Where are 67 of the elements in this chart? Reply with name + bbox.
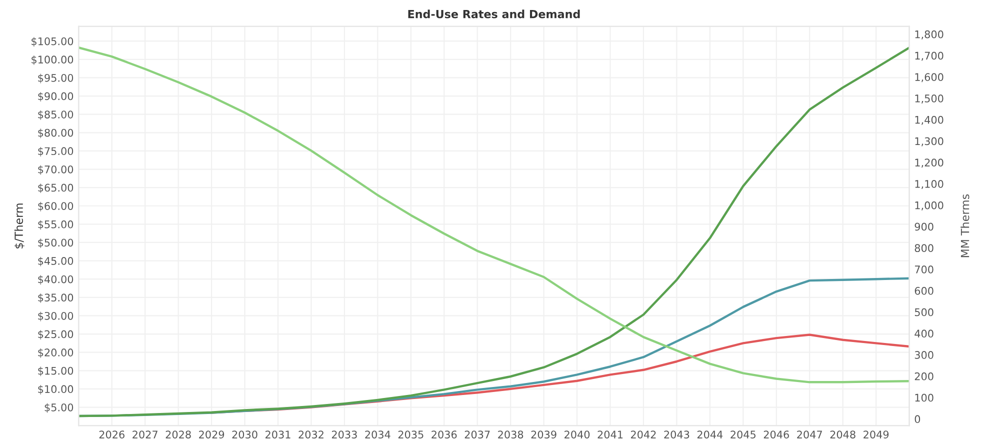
y2-tick-label: 1,300 [915,137,944,146]
x-tick-label: 2028 [166,430,191,438]
x-tick-label: 2046 [764,430,789,438]
y-tick-label: $45.00 [38,256,74,266]
y-tick-label: $5.00 [44,403,74,413]
y2-tick-label: 1,400 [915,116,944,125]
x-tick-label: 2044 [697,430,723,438]
x-tick-label: 2039 [531,430,556,438]
y-tick-label: $95.00 [38,74,74,84]
y-tick-label: $70.00 [38,165,74,175]
y2-tick-label: 0 [914,415,920,424]
y-tick-label: $50.00 [38,238,74,248]
x-tick-label: 2043 [664,430,690,438]
y2-tick-label: 1,100 [915,180,944,189]
y-tick-label: $35.00 [38,293,74,303]
x-tick-label: 2026 [99,430,124,438]
x-tick-label: 2045 [730,430,756,438]
y-tick-label: $85.00 [38,110,74,120]
y2-tick-label: 600 [914,286,934,295]
y2-tick-label: 700 [914,266,934,274]
y2-tick-label: 900 [914,222,934,231]
y-axis-title: $/Therm [14,204,24,248]
x-tick-label: 2034 [365,430,390,438]
y-tick-label: $75.00 [38,146,74,156]
y2-tick-label: 1,700 [915,52,944,61]
x-tick-label: 2047 [797,430,822,438]
x-tick-label: 2042 [630,430,656,438]
y2-tick-label: 800 [914,244,934,252]
y2-tick-label: 1,600 [915,73,944,82]
y-tick-label: $80.00 [38,128,74,138]
x-tick-label: 2036 [432,430,457,438]
y2-tick-label: 1,200 [915,158,944,168]
y2-tick-label: 1,800 [915,30,944,40]
x-tick-label: 2038 [498,430,524,438]
x-tick-label: 2031 [266,430,290,438]
y2-tick-label: 300 [914,351,934,359]
y2-tick-label: 400 [914,330,934,338]
x-tick-label: 2029 [199,430,224,438]
x-tick-label: 2040 [564,430,590,438]
x-tick-label: 2032 [298,430,324,438]
x-tick-label: 2037 [464,430,490,438]
y-tick-label: $25.00 [38,330,74,340]
y-tick-label: $55.00 [38,220,74,230]
y-tick-label: $65.00 [38,184,74,194]
y-tick-label: $40.00 [38,275,74,285]
y2-tick-label: 100 [915,394,934,402]
y-tick-label: $90.00 [38,92,74,102]
y-tick-label: $105.00 [32,37,74,47]
y2-tick-label: 200 [914,372,934,380]
x-tick-label: 2048 [830,430,856,438]
x-tick-label: 2035 [398,430,424,438]
y2-tick-label: 1,000 [915,201,944,210]
y-tick-label: $10.00 [38,384,74,394]
y-tick-label: $15.00 [38,366,74,376]
x-tick-label: 2027 [132,430,158,438]
y2-tick-label: 1,500 [915,94,944,104]
y-tick-label: $20.00 [38,348,74,358]
y-tick-label: $30.00 [38,312,74,322]
x-tick-label: 2030 [232,430,258,438]
x-tick-label: 2033 [332,430,357,438]
x-tick-label: 2041 [598,430,623,438]
y-tick-label: $100.00 [32,55,74,65]
y2-tick-label: 500 [914,308,934,316]
y2-axis-title: MM Therms [960,194,970,258]
x-tick-label: 2049 [864,430,889,438]
chart-title: End-Use Rates and Demand [408,10,580,18]
y-tick-label: $60.00 [38,202,74,212]
